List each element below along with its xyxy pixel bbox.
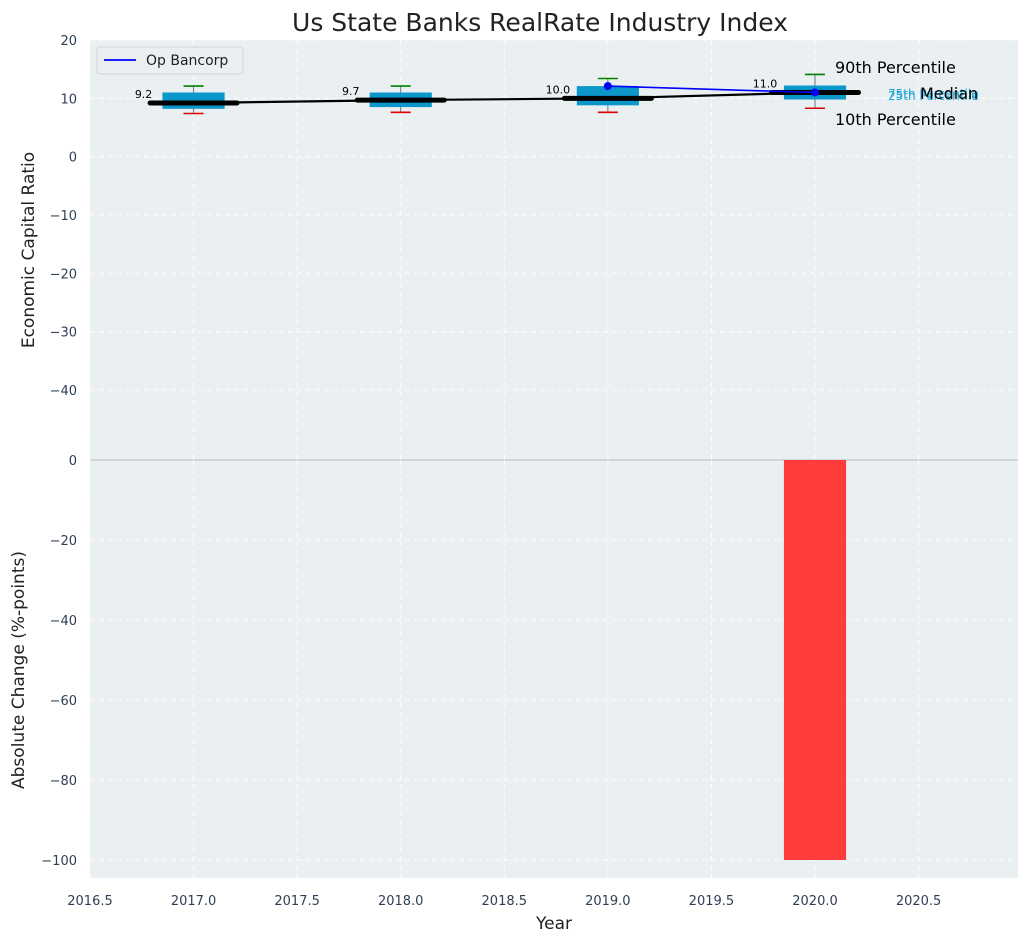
median-data-label: 11.0 bbox=[753, 78, 778, 91]
legend: Op Bancorp bbox=[96, 46, 244, 75]
bottom-y-ticks: 0 −20 −40 −60 −80 −100 bbox=[41, 454, 77, 869]
bottom-y-tick-label: 0 bbox=[69, 454, 77, 469]
top-y-axis-label: Economic Capital Ratio bbox=[19, 152, 39, 348]
median-trend-line bbox=[193, 91, 816, 105]
bottom-y-tick-label: −100 bbox=[41, 854, 77, 869]
legend-label-op-bancorp: Op Bancorp bbox=[146, 53, 228, 69]
x-tick-label: 2019.0 bbox=[585, 894, 631, 909]
bottom-y-tick-label: −20 bbox=[50, 534, 77, 549]
series-line-op-bancorp bbox=[607, 85, 816, 94]
annotation-75th-percentile: 75th Percentile bbox=[888, 87, 979, 101]
bottom-y-tick-label: −80 bbox=[50, 774, 77, 789]
median-data-label: 10.0 bbox=[546, 83, 571, 96]
series-point-op-bancorp bbox=[603, 82, 612, 91]
top-y-tick-label: −40 bbox=[50, 384, 77, 399]
x-tick-label: 2017.5 bbox=[274, 894, 320, 909]
series-point-op-bancorp bbox=[811, 88, 819, 97]
x-tick-label: 2020.0 bbox=[792, 894, 838, 909]
chart-title: Us State Banks RealRate Industry Index bbox=[292, 8, 788, 37]
top-y-tick-label: 0 bbox=[69, 151, 77, 166]
x-ticks: 2016.5 2017.0 2017.5 2018.0 2018.5 2019.0 2019… bbox=[67, 894, 941, 909]
annotation-25th-percentile: 25th Percentile bbox=[888, 89, 979, 103]
x-tick-label: 2019.5 bbox=[689, 894, 735, 909]
top-gridlines bbox=[89, 39, 1018, 460]
x-tick-label: 2018.0 bbox=[378, 894, 424, 909]
median-data-label: 9.7 bbox=[342, 85, 360, 98]
top-y-tick-label: 20 bbox=[60, 34, 77, 49]
bottom-plot-area bbox=[90, 460, 1018, 878]
bottom-y-axis-label: Absolute Change (%-points) bbox=[9, 551, 29, 789]
top-y-tick-label: 10 bbox=[60, 92, 77, 107]
top-y-tick-label: −10 bbox=[50, 209, 77, 224]
annotation-median: Median bbox=[920, 84, 978, 103]
top-y-tick-label: −20 bbox=[50, 267, 77, 282]
x-tick-label: 2016.5 bbox=[67, 894, 113, 909]
top-y-ticks: 20 10 0 −10 −20 −30 −40 bbox=[50, 34, 77, 399]
annotation-90th-percentile: 90th Percentile bbox=[835, 58, 956, 77]
x-tick-label: 2017.0 bbox=[171, 894, 217, 909]
median-data-label: 9.2 bbox=[135, 88, 153, 101]
bottom-y-tick-label: −60 bbox=[50, 694, 77, 709]
annotation-10th-percentile: 10th Percentile bbox=[835, 110, 956, 129]
top-y-tick-label: −30 bbox=[50, 326, 77, 341]
x-tick-label: 2020.5 bbox=[896, 894, 942, 909]
bottom-bars bbox=[783, 460, 847, 860]
top-box-plots: 9.2 9.7 10.0 11.0 bbox=[135, 73, 861, 115]
x-tick-label: 2018.5 bbox=[482, 894, 528, 909]
change-bar bbox=[783, 460, 847, 860]
x-axis-label: Year bbox=[535, 914, 572, 934]
bottom-y-tick-label: −40 bbox=[50, 614, 77, 629]
